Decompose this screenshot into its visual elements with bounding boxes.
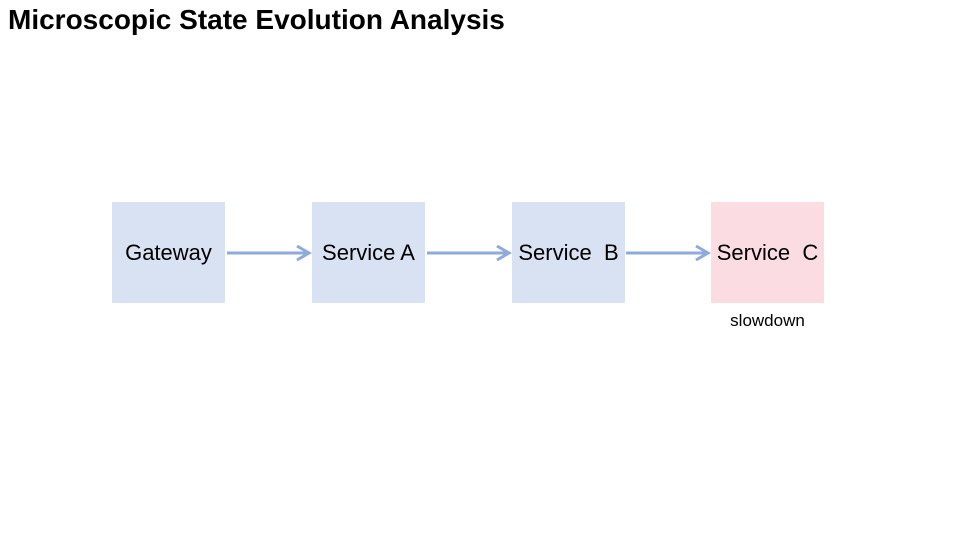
slowdown-annotation: slowdown (730, 311, 805, 330)
node-gateway: Gateway (112, 202, 225, 303)
page-title: Microscopic State Evolution Analysis (8, 4, 505, 35)
arrow-gateway-to-service-a (227, 244, 312, 262)
arrow-service-b-to-service-c (626, 244, 711, 262)
node-service-a: Service A (312, 202, 425, 303)
node-service-c: Service C (711, 202, 824, 303)
node-service-b: Service B (512, 202, 625, 303)
arrow-service-a-to-service-b (427, 244, 512, 262)
